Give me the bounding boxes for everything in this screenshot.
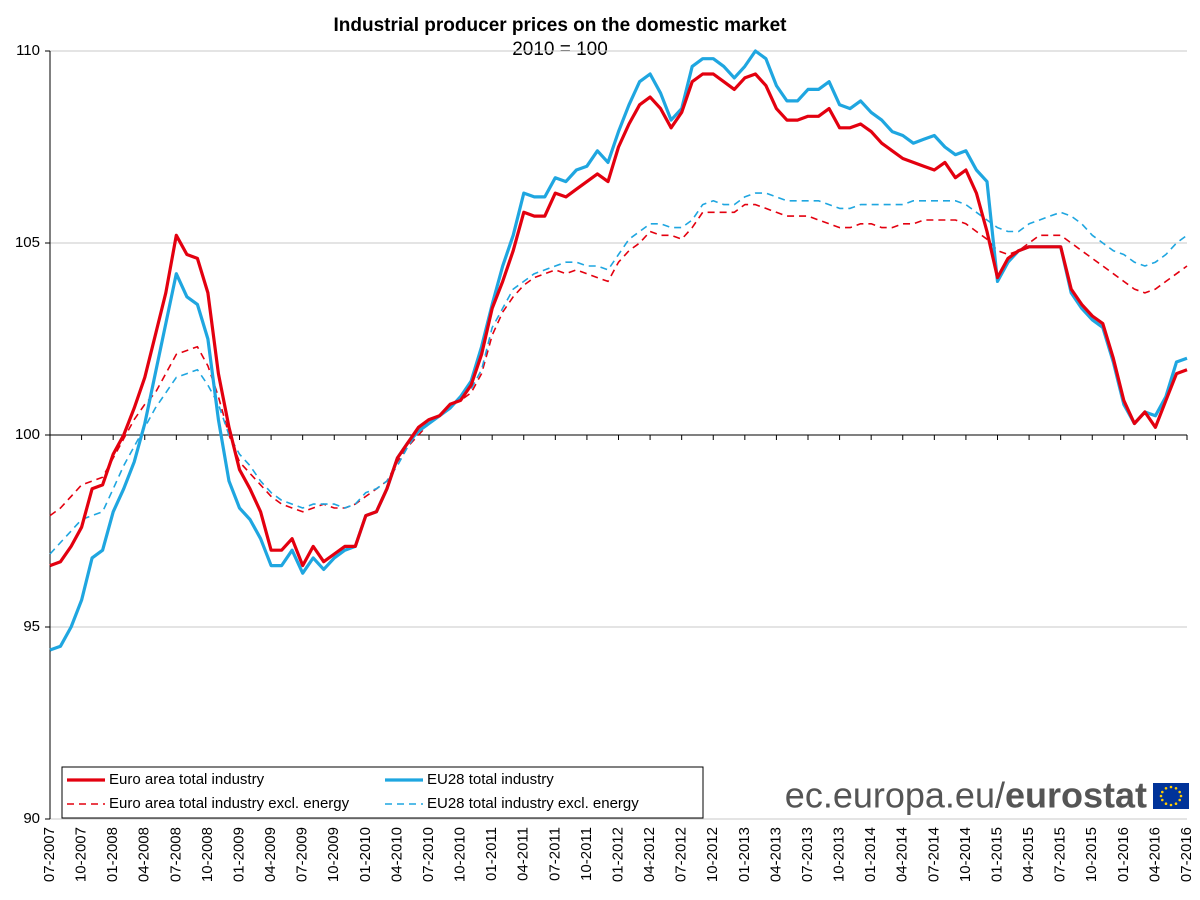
legend: Euro area total industry EU28 total indus… bbox=[67, 771, 639, 812]
x-tick-label: 04-2010 bbox=[388, 827, 405, 882]
x-tick-label: 10-2012 bbox=[704, 827, 721, 882]
x-tick-label: 10-2007 bbox=[73, 827, 90, 882]
x-tick-label: 10-2011 bbox=[578, 827, 595, 881]
x-tick-label: 10-2009 bbox=[325, 827, 342, 882]
legend-box bbox=[61, 766, 704, 819]
x-tick-label: 07-2010 bbox=[420, 827, 437, 882]
x-tick-label: 07-2009 bbox=[294, 827, 311, 882]
series-line bbox=[49, 203, 1188, 517]
y-tick-label: 90 bbox=[23, 810, 40, 827]
series-line bbox=[49, 49, 1188, 652]
x-tick-label: 01-2014 bbox=[862, 827, 879, 882]
x-tick-label: 01-2013 bbox=[736, 827, 753, 882]
legend-label: EU28 total industry excl. energy bbox=[427, 795, 639, 812]
x-tick-label: 01-2011 bbox=[483, 827, 500, 881]
legend-label: Euro area total industry bbox=[109, 771, 265, 788]
x-tick-label: 01-2012 bbox=[609, 827, 626, 882]
x-tick-label: 10-2015 bbox=[1083, 827, 1100, 882]
x-tick-label: 07-2014 bbox=[925, 827, 942, 882]
x-tick-label: 04-2011 bbox=[515, 827, 532, 881]
y-tick-label: 110 bbox=[16, 42, 40, 59]
x-tick-label: 10-2014 bbox=[957, 827, 974, 882]
x-tick-label: 01-2015 bbox=[988, 827, 1005, 882]
x-tick-label: 07-2011 bbox=[546, 827, 563, 881]
y-tick-label: 95 bbox=[23, 618, 40, 635]
x-tick-label: 07-2008 bbox=[167, 827, 184, 882]
x-tick-label: 04-2014 bbox=[894, 827, 911, 882]
plot-area: 90 95 100 105 110 07-2007 10-2007 01-2008 04-200… bbox=[15, 42, 1195, 882]
x-tick-label: 07-2007 bbox=[41, 827, 58, 882]
watermark-brand: eurostat bbox=[1005, 775, 1147, 816]
legend-label: Euro area total industry excl. energy bbox=[109, 795, 350, 812]
x-tick-label: 01-2008 bbox=[104, 827, 121, 882]
legend-label: EU28 total industry bbox=[427, 771, 554, 788]
eu-flag bbox=[1153, 783, 1189, 809]
watermark-site: ec.europa.eu/ bbox=[785, 775, 1005, 816]
y-tick-label: 100 bbox=[15, 426, 40, 443]
series-line bbox=[49, 192, 1188, 555]
x-tick-label: 07-2015 bbox=[1052, 827, 1069, 882]
x-tick-label: 04-2012 bbox=[641, 827, 658, 882]
x-tick-label: 10-2013 bbox=[831, 827, 848, 882]
x-tick-label: 04-2013 bbox=[767, 827, 784, 882]
x-tick-label: 07-2016 bbox=[1178, 827, 1195, 882]
x-tick-label: 04-2008 bbox=[136, 827, 153, 882]
series-line bbox=[49, 72, 1188, 568]
x-tick-label: 10-2010 bbox=[452, 827, 469, 882]
x-tick-label: 10-2008 bbox=[199, 827, 216, 882]
x-tick-label: 01-2010 bbox=[357, 827, 374, 882]
x-tick-label: 07-2012 bbox=[673, 827, 690, 882]
y-tick-label: 105 bbox=[15, 234, 40, 251]
x-tick-label: 04-2015 bbox=[1020, 827, 1037, 882]
x-tick-label: 01-2016 bbox=[1115, 827, 1132, 882]
x-tick-label: 01-2009 bbox=[230, 827, 247, 882]
chart-title: Industrial producer prices on the domest… bbox=[334, 15, 788, 36]
chart-subtitle: 2010 = 100 bbox=[512, 39, 608, 60]
x-tick-label: 04-2009 bbox=[262, 827, 279, 882]
x-tick-label: 07-2013 bbox=[799, 827, 816, 882]
x-tick-label: 04-2016 bbox=[1146, 827, 1163, 882]
